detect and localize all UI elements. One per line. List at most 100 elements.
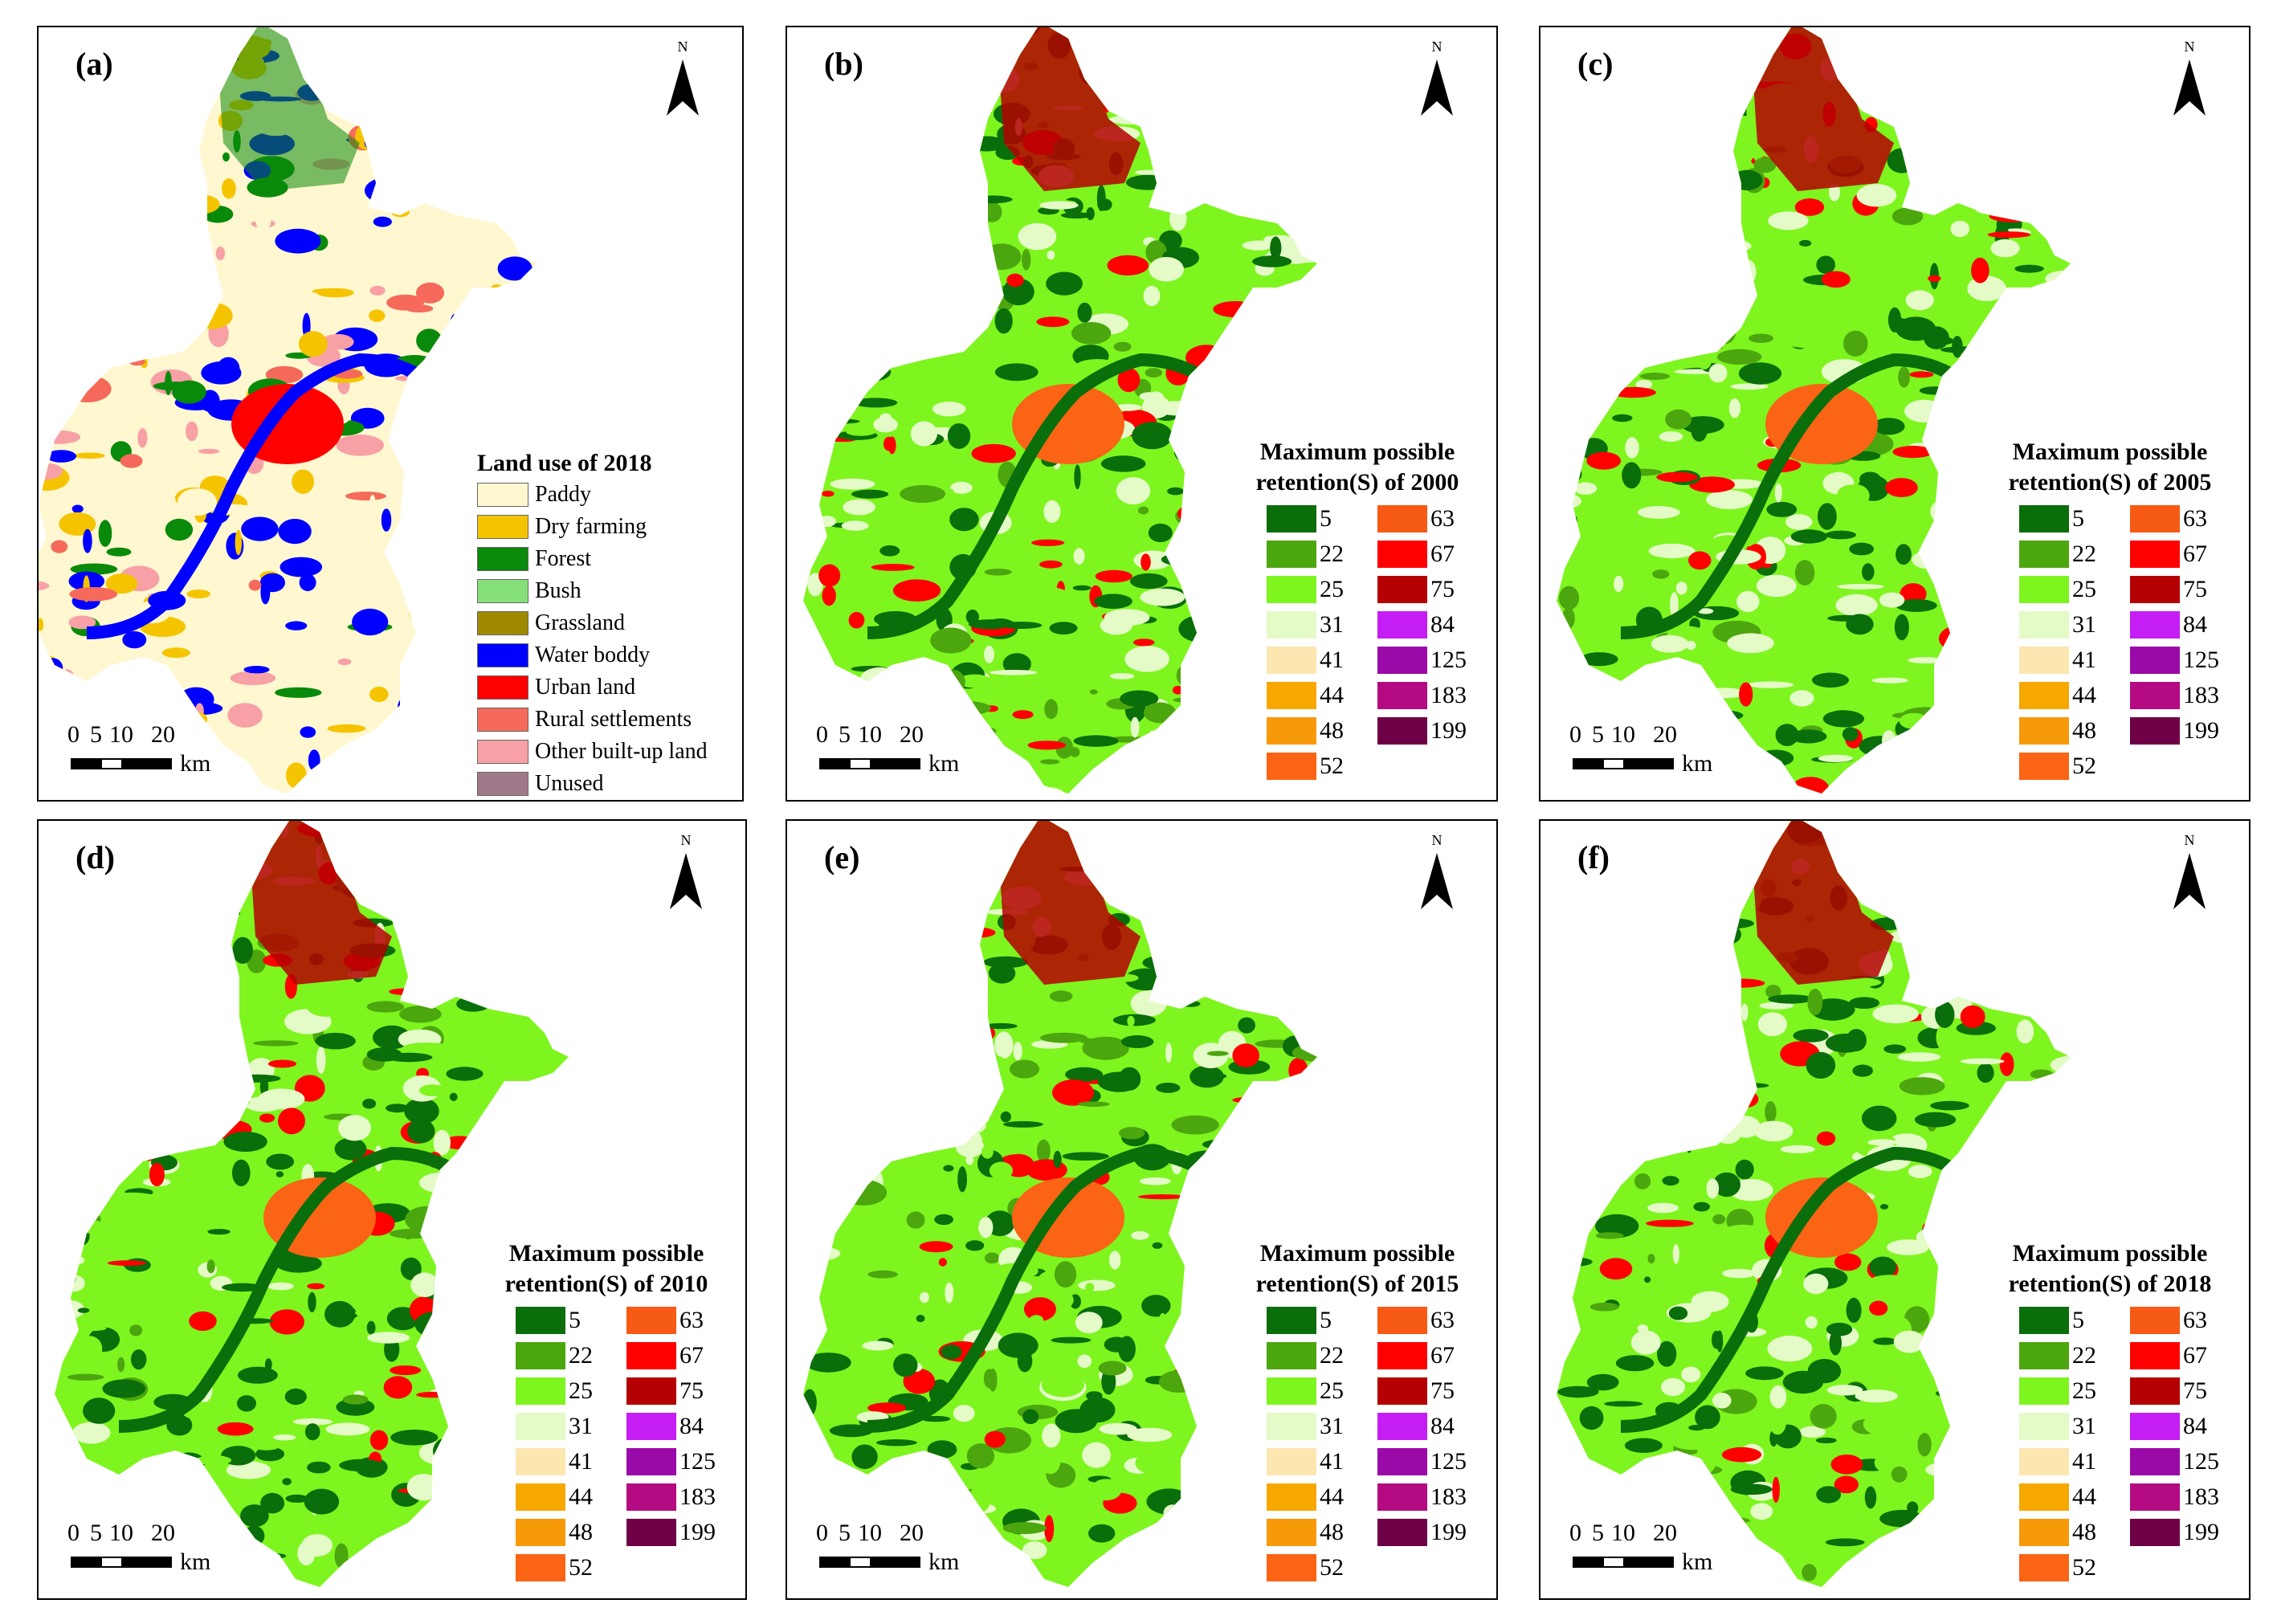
legend-swatch bbox=[2130, 1377, 2180, 1405]
map-patch bbox=[1952, 382, 1961, 407]
map-patch bbox=[1941, 1291, 1985, 1297]
legend-title-line2: retention(S) of 2010 bbox=[504, 1271, 708, 1297]
map-patch bbox=[1872, 1004, 1919, 1024]
map-patch bbox=[413, 1377, 439, 1391]
map-patch bbox=[444, 1494, 459, 1505]
map-patch bbox=[1716, 62, 1748, 72]
map-patch bbox=[77, 1308, 90, 1313]
map-patch bbox=[1933, 478, 1953, 504]
map-patch bbox=[818, 110, 855, 120]
map-patch bbox=[316, 1047, 326, 1074]
map-patch bbox=[137, 428, 148, 448]
map-patch bbox=[1794, 560, 1815, 586]
map-patch bbox=[1837, 584, 1884, 590]
map-patch bbox=[847, 320, 872, 335]
legend-value: 41 bbox=[2072, 647, 2096, 673]
map-patch bbox=[913, 1479, 920, 1500]
map-patch bbox=[1986, 392, 2018, 401]
map-patch bbox=[206, 1259, 215, 1274]
map-patch bbox=[1731, 169, 1763, 190]
map-patch bbox=[1671, 1432, 1716, 1451]
map-patch bbox=[1077, 302, 1092, 323]
map-patch bbox=[843, 499, 875, 516]
map-patch bbox=[860, 114, 896, 137]
map-patch bbox=[436, 555, 468, 572]
legend-swatch bbox=[1267, 505, 1316, 532]
map-patch bbox=[122, 630, 147, 649]
map-patch bbox=[803, 1138, 830, 1149]
map-patch bbox=[1613, 851, 1623, 862]
map-patch bbox=[1129, 573, 1168, 590]
map-patch bbox=[1613, 886, 1658, 897]
map-patch bbox=[1692, 1051, 1717, 1075]
legend-swatch bbox=[516, 1377, 565, 1405]
map-patch bbox=[396, 912, 442, 918]
map-patch bbox=[1267, 1135, 1278, 1151]
map-patch bbox=[984, 645, 994, 663]
map-patch bbox=[1206, 1051, 1229, 1056]
legend-item: 199 bbox=[1377, 1518, 1479, 1547]
map-patch bbox=[1758, 749, 1794, 767]
map-patch bbox=[847, 953, 883, 972]
map-patch bbox=[1181, 1001, 1201, 1007]
map-patch bbox=[2011, 27, 2023, 34]
map-patch bbox=[803, 687, 833, 711]
map-patch bbox=[60, 684, 88, 695]
map-patch bbox=[892, 253, 914, 272]
map-patch bbox=[1769, 704, 1806, 732]
map-patch bbox=[1145, 368, 1162, 377]
map-patch bbox=[402, 1577, 434, 1585]
legend-swatch bbox=[2130, 682, 2180, 709]
map-patch bbox=[1830, 1455, 1863, 1475]
map-patch bbox=[955, 1119, 965, 1136]
map-patch bbox=[1623, 353, 1631, 377]
map-patch bbox=[1865, 1275, 1914, 1296]
map-patch bbox=[2071, 1141, 2086, 1161]
legend-value: 25 bbox=[1320, 576, 1344, 602]
legend-item: 199 bbox=[626, 1518, 728, 1547]
map-patch bbox=[1078, 1101, 1110, 1107]
legend-label: Other built-up land bbox=[535, 739, 708, 764]
map-patch bbox=[161, 1044, 172, 1065]
map-patch bbox=[1685, 640, 1696, 651]
map-patch bbox=[1573, 177, 1598, 202]
map-patch bbox=[1138, 506, 1149, 515]
map-patch bbox=[450, 1320, 468, 1345]
map-patch bbox=[1716, 317, 1736, 345]
map-patch bbox=[1896, 884, 1928, 904]
map-patch bbox=[1176, 985, 1185, 994]
map-patch bbox=[1924, 104, 1953, 127]
map-patch bbox=[140, 27, 170, 47]
map-patch bbox=[1042, 1423, 1061, 1448]
map-patch bbox=[43, 673, 76, 689]
map-patch bbox=[1730, 1483, 1773, 1495]
map-patch bbox=[2033, 308, 2045, 324]
map-patch bbox=[39, 71, 47, 90]
map-patch bbox=[1296, 891, 1309, 898]
map-patch bbox=[1973, 479, 1985, 502]
map-patch bbox=[1857, 1573, 1887, 1587]
legend-item: 75 bbox=[626, 1377, 728, 1406]
map-patch bbox=[135, 27, 168, 44]
map-patch bbox=[1117, 367, 1141, 393]
map-patch bbox=[824, 875, 847, 882]
map-patch bbox=[214, 1472, 226, 1479]
map-patch bbox=[480, 155, 498, 168]
map-patch bbox=[497, 256, 533, 281]
map-patch bbox=[1954, 1218, 1989, 1224]
legend-swatch bbox=[1267, 682, 1316, 709]
map-patch bbox=[1994, 1096, 2003, 1112]
legend-value: 125 bbox=[1430, 647, 1467, 673]
map-retention bbox=[1557, 821, 2086, 1587]
map-patch bbox=[1127, 1015, 1135, 1026]
map-patch bbox=[1866, 834, 1898, 852]
map-patch bbox=[1888, 51, 1913, 61]
map-patch bbox=[2031, 869, 2055, 879]
scale-tick-label: 0 bbox=[67, 721, 80, 748]
map-patch bbox=[1143, 702, 1177, 724]
panel-label: (f) bbox=[1577, 839, 1610, 875]
scale-bar-graphic bbox=[819, 1557, 920, 1568]
map-patch bbox=[1981, 378, 2009, 398]
map-patch bbox=[495, 401, 537, 409]
legend-item: 22 bbox=[1267, 540, 1368, 569]
